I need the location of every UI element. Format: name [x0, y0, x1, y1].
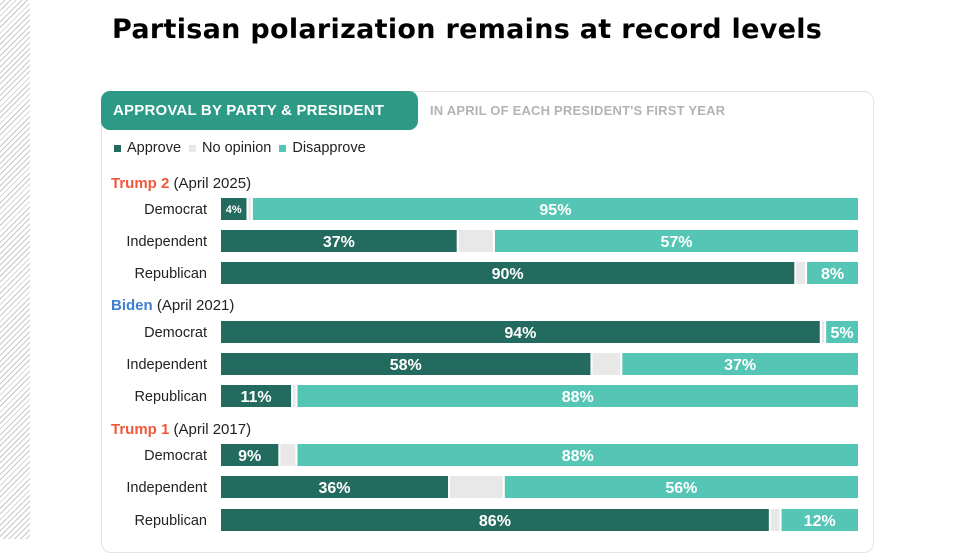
category-label: Democrat [144, 325, 207, 341]
bar-1-democrat-no-opinion [248, 198, 251, 220]
bar-3-republican-approve [221, 509, 769, 531]
legend-label-disapprove: Disapprove [292, 140, 366, 156]
bar-3-republican-disapprove [781, 509, 858, 531]
data-label-disapprove: 12% [804, 513, 836, 530]
data-label-approve: 11% [240, 389, 271, 406]
tab-approval-by-party[interactable]: APPROVAL BY PARTY & PRESIDENT [101, 91, 418, 130]
legend-swatch-no-opinion [189, 144, 197, 152]
legend-swatch-disapprove [279, 144, 287, 152]
category-label: Republican [134, 513, 207, 529]
data-label-approve: 4% [226, 204, 242, 216]
bar-3-independent-approve [221, 476, 449, 498]
category-label: Democrat [144, 448, 207, 464]
president-name: Biden [111, 297, 153, 314]
legend-label-approve: Approve [127, 140, 182, 156]
bar-2-democrat-no-opinion [821, 321, 825, 343]
bar-2-democrat-approve [221, 321, 820, 343]
president-name: Trump 1 [111, 421, 169, 438]
data-label-approve: 9% [238, 448, 261, 465]
bar-1-independent-approve [221, 230, 457, 252]
data-label-approve: 37% [323, 234, 355, 251]
data-label-disapprove: 5% [831, 325, 854, 342]
chart-subtitle: IN APRIL OF EACH PRESIDENT'S FIRST YEAR [430, 103, 726, 118]
bar-2-republican-no-opinion [293, 385, 296, 407]
group-header-1: Trump 2 (April 2025) [111, 175, 251, 192]
data-label-approve: 94% [504, 325, 536, 342]
bar-1-independent-no-opinion [458, 230, 493, 252]
bar-3-independent-no-opinion [450, 476, 503, 498]
legend-label-no-opinion: No opinion [202, 140, 272, 156]
bar-1-republican-no-opinion [796, 262, 806, 284]
legend-item-no-opinion: No opinion [189, 140, 271, 156]
president-date: (April 2021) [153, 297, 235, 314]
bar-2-republican-disapprove [297, 385, 858, 407]
bar-1-republican-approve [221, 262, 795, 284]
data-label-disapprove: 95% [539, 202, 571, 219]
data-label-disapprove: 56% [665, 480, 697, 497]
legend-swatch-approve [114, 144, 121, 152]
data-label-disapprove: 37% [724, 357, 756, 374]
bar-2-independent-no-opinion [592, 353, 621, 375]
data-label-approve: 86% [479, 513, 511, 530]
stacked-bar-chart: Trump 2 (April 2025) Democrat 4% 95% Indepen… [111, 175, 859, 531]
decorative-stripes [0, 0, 30, 539]
group-header-3: Trump 1 (April 2017) [111, 421, 251, 438]
bar-1-democrat-approve [221, 198, 247, 220]
bar-3-republican-no-opinion [770, 509, 780, 531]
bar-3-democrat-disapprove [297, 444, 858, 466]
data-label-disapprove: 88% [562, 448, 594, 465]
bar-2-independent-disapprove [622, 353, 858, 375]
bar-3-democrat-no-opinion [280, 444, 296, 466]
bar-1-independent-disapprove [494, 230, 858, 252]
legend: Approve No opinion Disapprove [114, 140, 366, 156]
category-label: Republican [134, 389, 207, 405]
data-label-approve: 58% [390, 357, 422, 374]
bar-2-republican-approve [221, 385, 292, 407]
president-date: (April 2017) [169, 421, 251, 438]
president-date: (April 2025) [169, 175, 251, 192]
category-label: Independent [126, 357, 207, 373]
bar-2-democrat-disapprove [826, 321, 858, 343]
category-label: Democrat [144, 202, 207, 218]
data-label-disapprove: 88% [562, 389, 594, 406]
category-label: Independent [126, 480, 207, 496]
bar-3-democrat-approve [221, 444, 279, 466]
data-label-disapprove: 57% [660, 234, 692, 251]
bar-1-democrat-disapprove [252, 198, 859, 220]
data-label-approve: 36% [319, 480, 351, 497]
group-header-2: Biden (April 2021) [111, 297, 234, 314]
bar-1-republican-disapprove [807, 262, 858, 284]
bar-2-independent-approve [221, 353, 591, 375]
bar-3-independent-disapprove [504, 476, 858, 498]
legend-item-approve: Approve [114, 140, 181, 156]
category-label: Independent [126, 234, 207, 250]
legend-item-disapprove: Disapprove [279, 140, 366, 156]
data-label-disapprove: 8% [821, 266, 844, 283]
category-label: Republican [134, 266, 207, 282]
president-name: Trump 2 [111, 175, 169, 192]
data-label-approve: 90% [492, 266, 524, 283]
page-title: Partisan polarization remains at record … [112, 14, 823, 45]
